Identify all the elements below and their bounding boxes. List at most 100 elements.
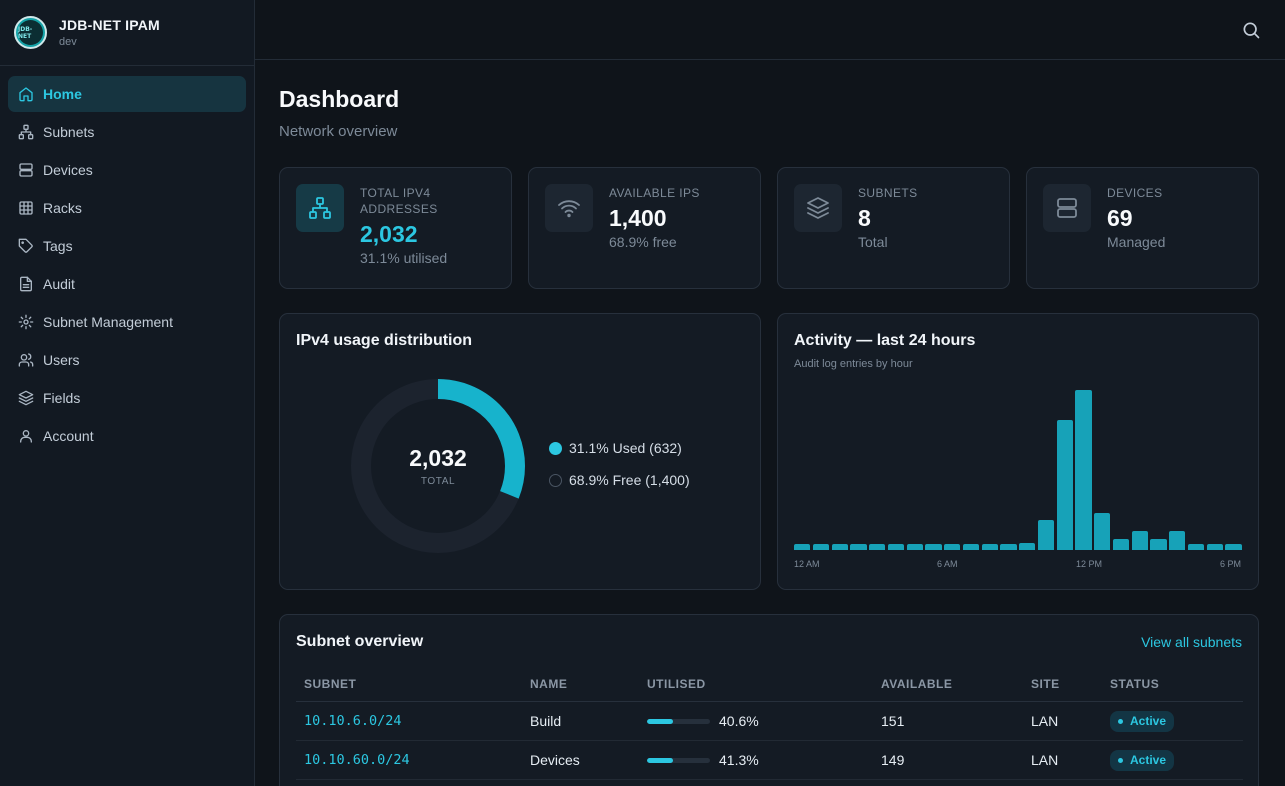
donut-total-value: 2,032: [409, 445, 467, 471]
table-row[interactable]: 10.10.6.0/24 Build 40.6% 151 LAN Active: [296, 701, 1243, 741]
server-icon: [1057, 198, 1077, 218]
gear-icon: [18, 314, 34, 330]
column-header[interactable]: SITE: [1023, 677, 1102, 702]
utilised-cell: 41.3%: [639, 740, 873, 780]
main-content: Dashboard Network overview TOTAL IPV4 AD…: [255, 0, 1285, 786]
sidebar-nav: Home Subnets Devices Racks Tags Audit: [0, 66, 254, 466]
page-title: Dashboard: [279, 86, 400, 112]
sidebar-item-label: Home: [43, 86, 82, 102]
brand[interactable]: JDB-NET JDB-NET IPAM dev: [0, 0, 254, 66]
activity-bar: [1094, 512, 1111, 550]
sidebar-item-label: Devices: [43, 162, 93, 178]
activity-bar: [981, 544, 998, 550]
subnet-name: Devices: [522, 740, 639, 780]
search-icon[interactable]: [1241, 20, 1261, 40]
legend-dot-used: [549, 441, 562, 455]
page-subtitle: Network overview: [279, 123, 398, 140]
sidebar-item-users[interactable]: Users: [8, 342, 246, 378]
usage-title: IPv4 usage distribution: [296, 332, 473, 349]
activity-panel: Activity — last 24 hours Audit log entri…: [777, 313, 1259, 590]
utilised-value: 40.6%: [719, 713, 759, 729]
activity-bar-chart: [794, 384, 1244, 550]
layers-icon: [807, 197, 829, 219]
activity-bar: [812, 544, 829, 550]
logo: JDB-NET: [14, 16, 47, 49]
x-tick-label: 6 PM: [1220, 559, 1242, 569]
layers-icon: [18, 390, 34, 406]
wifi-icon: [558, 200, 580, 218]
subnet-link[interactable]: 10.10.60.0/24: [296, 740, 522, 780]
brand-subtitle: dev: [59, 36, 77, 48]
stat-note: 31.1% utilised: [360, 250, 448, 266]
activity-bar: [794, 544, 811, 550]
brand-title: JDB-NET IPAM: [59, 17, 160, 33]
user-icon: [20, 430, 32, 443]
stat-icon-wrap: [545, 184, 593, 232]
utilisation-bar: [647, 757, 710, 763]
activity-bar: [1206, 544, 1223, 550]
column-header[interactable]: STATUS: [1102, 677, 1243, 702]
donut-total-label: TOTAL: [420, 476, 456, 487]
available-value: 151: [873, 701, 1023, 741]
grid-icon: [19, 201, 33, 215]
sidebar-item-label: Subnet Management: [43, 314, 173, 330]
stat-note: Total: [858, 234, 888, 250]
status-dot: [1118, 718, 1123, 724]
usage-legend: 31.1% Used (632) 68.9% Free (1,400): [549, 440, 690, 504]
status-text: Active: [1130, 753, 1167, 767]
sidebar-item-label: Users: [43, 352, 80, 368]
utilised-cell: 40.6%: [639, 701, 873, 741]
view-all-subnets-link[interactable]: View all subnets: [1141, 634, 1242, 650]
x-tick-label: 6 AM: [937, 559, 958, 569]
x-tick-label: 12 AM: [794, 559, 820, 569]
tag-icon: [18, 238, 33, 253]
activity-bar: [962, 544, 979, 550]
sidebar-item-devices[interactable]: Devices: [8, 152, 246, 188]
subnet-link[interactable]: 10.10.6.0/24: [296, 701, 522, 741]
stat-card-available-ips: AVAILABLE IPS 1,400 68.9% free: [528, 167, 761, 289]
site-value: LAN: [1023, 701, 1102, 741]
sidebar-item-subnet-management[interactable]: Subnet Management: [8, 304, 246, 340]
legend-label: 31.1% Used (632): [569, 440, 682, 456]
sidebar-item-tags[interactable]: Tags: [8, 228, 246, 264]
activity-title: Activity — last 24 hours: [794, 332, 976, 349]
status-badge: Active: [1110, 710, 1175, 732]
stat-card-subnets: SUBNETS 8 Total: [777, 167, 1010, 289]
topbar: [255, 0, 1285, 60]
status-cell: Active: [1102, 740, 1243, 780]
sidebar-item-home[interactable]: Home: [8, 76, 246, 112]
subnet-overview-title: Subnet overview: [296, 633, 424, 650]
status-dot: [1118, 757, 1123, 763]
table-row[interactable]: 10.10.60.0/24 Devices 41.3% 149 LAN Acti…: [296, 740, 1243, 780]
table-header-row: SUBNET NAME UTILISED AVAILABLE SITE STAT…: [296, 677, 1243, 702]
stat-label: TOTAL IPV4 ADDRESSES: [360, 186, 438, 216]
sidebar-item-racks[interactable]: Racks: [8, 190, 246, 226]
site-value: LAN: [1023, 740, 1102, 780]
column-header[interactable]: NAME: [522, 677, 639, 702]
sidebar-item-label: Tags: [43, 238, 73, 254]
activity-bar: [1187, 544, 1204, 550]
activity-bar: [906, 544, 923, 550]
column-header[interactable]: AVAILABLE: [873, 677, 1023, 702]
utilised-value: 41.3%: [719, 752, 759, 768]
stat-value: 69: [1107, 205, 1133, 231]
sidebar-item-subnets[interactable]: Subnets: [8, 114, 246, 150]
stat-value: 2,032: [360, 221, 418, 247]
legend-label: 68.9% Free (1,400): [569, 472, 690, 488]
activity-bar: [1000, 544, 1017, 550]
sidebar-item-account[interactable]: Account: [8, 418, 246, 454]
sidebar-item-fields[interactable]: Fields: [8, 380, 246, 416]
activity-bar: [1150, 538, 1167, 550]
utilisation-fill: [647, 757, 674, 763]
sidebar-item-audit[interactable]: Audit: [8, 266, 246, 302]
activity-bar: [944, 544, 961, 550]
x-tick-label: 12 PM: [1076, 559, 1103, 569]
utilisation-bar: [647, 718, 710, 724]
column-header[interactable]: SUBNET: [296, 677, 522, 702]
file-icon: [20, 276, 32, 292]
status-badge: Active: [1110, 749, 1175, 771]
sidebar-item-label: Fields: [43, 390, 81, 406]
sidebar-item-label: Account: [43, 428, 94, 444]
stat-card-devices: DEVICES 69 Managed: [1026, 167, 1259, 289]
column-header[interactable]: UTILISED: [639, 677, 873, 702]
